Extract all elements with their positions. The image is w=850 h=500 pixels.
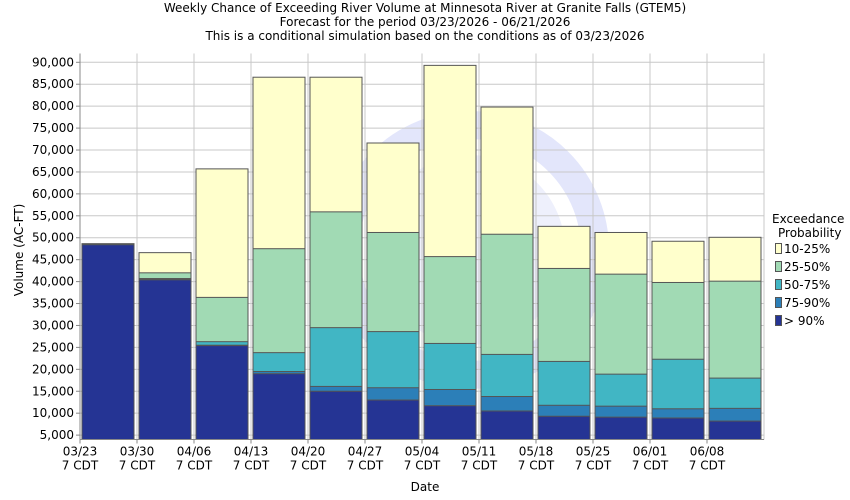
x-tick-sublabel: 7 CDT xyxy=(176,458,213,472)
y-tick-label: 15,000 xyxy=(32,384,74,398)
x-tick-sublabel: 7 CDT xyxy=(119,458,156,472)
x-tick-label: 05/18 xyxy=(519,444,554,458)
y-tick-label: 55,000 xyxy=(32,209,74,223)
x-tick-sublabel: 7 CDT xyxy=(290,458,327,472)
legend-label: 75-90% xyxy=(784,296,830,310)
y-tick-label: 20,000 xyxy=(32,362,74,376)
x-tick-label: 04/27 xyxy=(348,444,383,458)
x-tick-label: 03/30 xyxy=(120,444,155,458)
x-tick-label: 04/20 xyxy=(291,444,326,458)
x-tick-sublabel: 7 CDT xyxy=(233,458,270,472)
bar--90- xyxy=(366,399,420,440)
chart-title-line-3: This is a conditional simulation based o… xyxy=(205,29,645,43)
x-tick-label: 05/04 xyxy=(405,444,440,458)
y-axis-label: Volume (AC-FT) xyxy=(12,204,26,297)
x-tick-sublabel: 7 CDT xyxy=(632,458,669,472)
y-tick-label: 80,000 xyxy=(32,99,74,113)
y-tick-label: 50,000 xyxy=(32,231,74,245)
bar--90- xyxy=(252,373,306,440)
chart-title-line-1: Weekly Chance of Exceeding River Volume … xyxy=(163,1,687,15)
x-tick-label: 05/25 xyxy=(576,444,611,458)
bar--90- xyxy=(651,417,705,440)
legend-swatch xyxy=(775,261,782,272)
y-tick-label: 45,000 xyxy=(32,253,74,267)
x-tick-sublabel: 7 CDT xyxy=(575,458,612,472)
y-tick-label: 70,000 xyxy=(32,143,74,157)
x-tick-label: 06/01 xyxy=(633,444,668,458)
x-tick-label: 06/08 xyxy=(690,444,725,458)
x-tick-label: 04/13 xyxy=(234,444,269,458)
x-tick-label: 03/23 xyxy=(63,444,98,458)
legend-label: 25-50% xyxy=(784,260,830,274)
y-tick-label: 60,000 xyxy=(32,187,74,201)
bar--90- xyxy=(423,405,477,440)
x-axis-label: Date xyxy=(411,480,440,494)
y-tick-label: 5,000 xyxy=(40,428,74,442)
y-tick-label: 35,000 xyxy=(32,297,74,311)
y-tick-label: 65,000 xyxy=(32,165,74,179)
legend-swatch xyxy=(775,243,782,254)
x-tick-sublabel: 7 CDT xyxy=(689,458,726,472)
bar--90- xyxy=(81,244,135,440)
bar--90- xyxy=(309,390,363,440)
y-tick-label: 10,000 xyxy=(32,406,74,420)
y-tick-label: 30,000 xyxy=(32,318,74,332)
x-tick-sublabel: 7 CDT xyxy=(347,458,384,472)
bar--90- xyxy=(537,415,591,440)
x-tick-sublabel: 7 CDT xyxy=(461,458,498,472)
legend-title-1: Exceedance xyxy=(772,212,845,226)
bar--90- xyxy=(195,345,249,440)
x-tick-sublabel: 7 CDT xyxy=(62,458,99,472)
x-tick-label: 04/06 xyxy=(177,444,212,458)
y-tick-label: 90,000 xyxy=(32,55,74,69)
chart-title-line-2: Forecast for the period 03/23/2026 - 06/… xyxy=(279,15,571,29)
legend-label: 10-25% xyxy=(784,242,830,256)
y-tick-label: 75,000 xyxy=(32,121,74,135)
bar--90- xyxy=(708,420,762,440)
legend-swatch xyxy=(775,297,782,308)
legend-swatch xyxy=(775,315,782,326)
legend-swatch xyxy=(775,279,782,290)
x-tick-sublabel: 7 CDT xyxy=(404,458,441,472)
y-tick-label: 85,000 xyxy=(32,77,74,91)
x-tick-sublabel: 7 CDT xyxy=(518,458,555,472)
y-tick-label: 40,000 xyxy=(32,275,74,289)
x-tick-label: 05/11 xyxy=(462,444,497,458)
bar--90- xyxy=(480,410,534,440)
legend-title-2: Probability xyxy=(778,226,842,240)
bar--90- xyxy=(138,279,192,440)
legend-label: > 90% xyxy=(784,314,825,328)
legend-label: 50-75% xyxy=(784,278,830,292)
bar--90- xyxy=(594,416,648,440)
y-tick-label: 25,000 xyxy=(32,340,74,354)
